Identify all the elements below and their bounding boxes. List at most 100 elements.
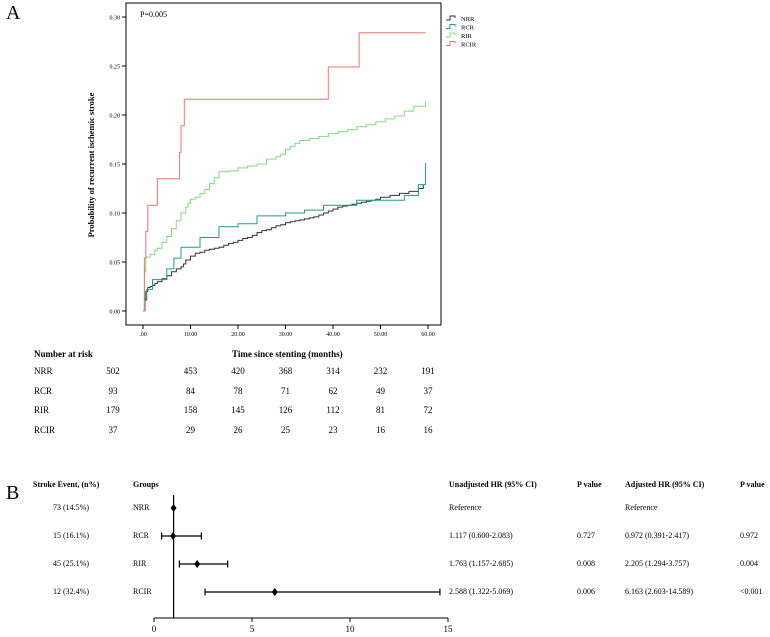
- legend-label-rir: RIR: [461, 33, 473, 40]
- risk-row-group-nrr: NRR: [34, 366, 53, 376]
- km-y-tick-label: 0.00: [110, 310, 121, 316]
- forest-row-p-adjusted: 0.972: [740, 531, 758, 540]
- forest-x-tick-label: 5: [250, 624, 255, 634]
- forest-row-events: 73 (14.5%): [53, 503, 89, 512]
- km-x-tick-label: .00: [139, 332, 147, 338]
- header-adjusted-hr: Adjusted HR (95% CI): [625, 480, 705, 489]
- risk-cell: 191: [421, 366, 435, 376]
- risk-cell: 145: [231, 405, 245, 415]
- header-groups: Groups: [133, 480, 159, 489]
- legend-swatch-rcir: [446, 41, 456, 46]
- forest-row-adjusted-hr: 0.972 (0.391-2.417): [625, 531, 689, 540]
- header-p-adjusted: P value: [740, 480, 765, 489]
- km-y-tick-label: 0.05: [110, 261, 121, 267]
- risk-cell: 16: [423, 424, 433, 435]
- risk-cell: 71: [281, 385, 290, 396]
- forest-row-unadjusted-hr: 1.117 (0.600-2.083): [449, 531, 513, 540]
- header-p-unadjusted: P value: [577, 480, 602, 489]
- panel-a-label: A: [6, 2, 21, 24]
- risk-cell: 23: [328, 424, 338, 435]
- forest-point-nrr: [170, 504, 177, 512]
- km-y-axis-label: Probability of recurrent ischemic stroke: [86, 92, 96, 237]
- forest-row-p-adjusted: <0.001: [740, 587, 763, 596]
- km-frame: [125, 2, 442, 326]
- risk-cell: 78: [233, 385, 243, 396]
- km-x-tick-label: 30.00: [279, 332, 293, 338]
- risk-cell: 16: [376, 424, 385, 435]
- panel-b-label: B: [6, 482, 20, 504]
- risk-cell: 368: [278, 366, 293, 376]
- forest-row-unadjusted-hr: 1.763 (1.157-2.685): [449, 559, 513, 568]
- forest-row-events: 12 (32.4%): [53, 587, 89, 596]
- risk-row-group-rcr: RCR: [34, 385, 53, 396]
- legend-label-nrr: NRR: [461, 16, 475, 23]
- risk-cell: 37: [423, 385, 433, 396]
- risk-cell: 453: [183, 366, 198, 376]
- risk-cell: 72: [423, 405, 433, 415]
- forest-row-group: RCR: [133, 531, 150, 540]
- km-series-rcir: [143, 32, 426, 312]
- risk-cell: 126: [278, 405, 293, 415]
- risk-row-group-rcir: RCIR: [34, 424, 56, 435]
- risk-cell: 26: [233, 424, 243, 435]
- forest-row-unadjusted-hr: 2.588 (1.322-5.069): [449, 587, 513, 596]
- forest-point-rir: [194, 560, 201, 568]
- forest-row-p-adjusted: 0.004: [740, 559, 758, 568]
- forest-row-group: RIR: [133, 559, 147, 568]
- risk-cell: 112: [326, 405, 340, 415]
- legend-swatch-rcr: [446, 24, 456, 29]
- risk-cell: 93: [108, 385, 118, 396]
- km-y-tick-label: 0.20: [110, 114, 121, 120]
- forest-row-adjusted-hr: 2.205 (1.294-3.757): [625, 559, 689, 568]
- risk-cell: 314: [326, 366, 340, 376]
- km-x-tick-label: 20.00: [231, 332, 245, 338]
- risk-row-group-rir: RIR: [34, 405, 50, 415]
- risk-cell: 84: [186, 385, 195, 396]
- forest-row-p-unadjusted: 0.008: [577, 559, 595, 568]
- risk-cell: 49: [376, 385, 385, 396]
- km-x-axis-label: Time since stenting (months): [232, 349, 343, 359]
- legend-swatch-nrr: [446, 15, 456, 21]
- risk-cell: 25: [281, 424, 290, 435]
- km-x-tick-label: 60.00: [421, 332, 435, 338]
- risk-cell: 62: [328, 385, 338, 396]
- km-x-tick-label: 40.00: [326, 332, 340, 338]
- km-x-tick-label: 50.00: [374, 332, 388, 338]
- forest-row-events: 45 (25.1%): [53, 559, 89, 568]
- forest-point-rcir: [271, 588, 278, 596]
- km-y-tick-label: 0.30: [110, 16, 121, 22]
- km-y-tick-label: 0.25: [110, 65, 121, 71]
- forest-row-p-unadjusted: 0.006: [577, 587, 595, 596]
- risk-cell: 420: [231, 366, 245, 376]
- risk-cell: 502: [106, 366, 120, 376]
- forest-row-unadjusted-hr: Reference: [449, 503, 482, 512]
- risk-cell: 158: [183, 405, 198, 415]
- risk-cell: 81: [376, 405, 385, 415]
- forest-row-group: RCIR: [133, 587, 152, 596]
- risk-cell: 37: [108, 424, 118, 435]
- risk-cell: 29: [186, 424, 195, 435]
- header-unadjusted-hr: Unadjusted HR (95% CI): [449, 480, 537, 489]
- legend-label-rcr: RCR: [461, 25, 475, 32]
- risk-cell: 232: [373, 366, 388, 376]
- forest-row-group: NRR: [133, 503, 150, 512]
- legend-label-rcir: RCIR: [461, 42, 477, 49]
- forest-row-events: 15 (16.1%): [53, 531, 89, 540]
- legend-swatch-rir: [446, 32, 456, 38]
- forest-row-adjusted-hr: 6.163 (2.603-14.589): [625, 587, 693, 596]
- header-events: Stroke Event, (n%): [33, 480, 100, 489]
- forest-row-adjusted-hr: Reference: [625, 503, 658, 512]
- km-chart: 0.00 0.05 0.10 0.15 0.20 0.25 0.30 .00 10.00 20.0…: [86, 2, 477, 338]
- forest-x-tick-label: 10: [346, 624, 356, 634]
- forest-point-rcr: [170, 532, 177, 540]
- km-y-tick-label: 0.15: [110, 163, 121, 169]
- forest-x-tick-label: 15: [444, 624, 454, 634]
- risk-cell: 179: [106, 405, 120, 415]
- km-p-value-annotation: P=0.005: [140, 10, 167, 19]
- km-y-tick-label: 0.10: [110, 212, 121, 218]
- forest-row-p-unadjusted: 0.727: [577, 531, 595, 540]
- km-series-rcr: [143, 163, 427, 312]
- forest-x-tick-label: 0: [152, 624, 157, 634]
- km-series-rir: [143, 101, 427, 312]
- km-x-tick-label: 10.00: [184, 332, 198, 338]
